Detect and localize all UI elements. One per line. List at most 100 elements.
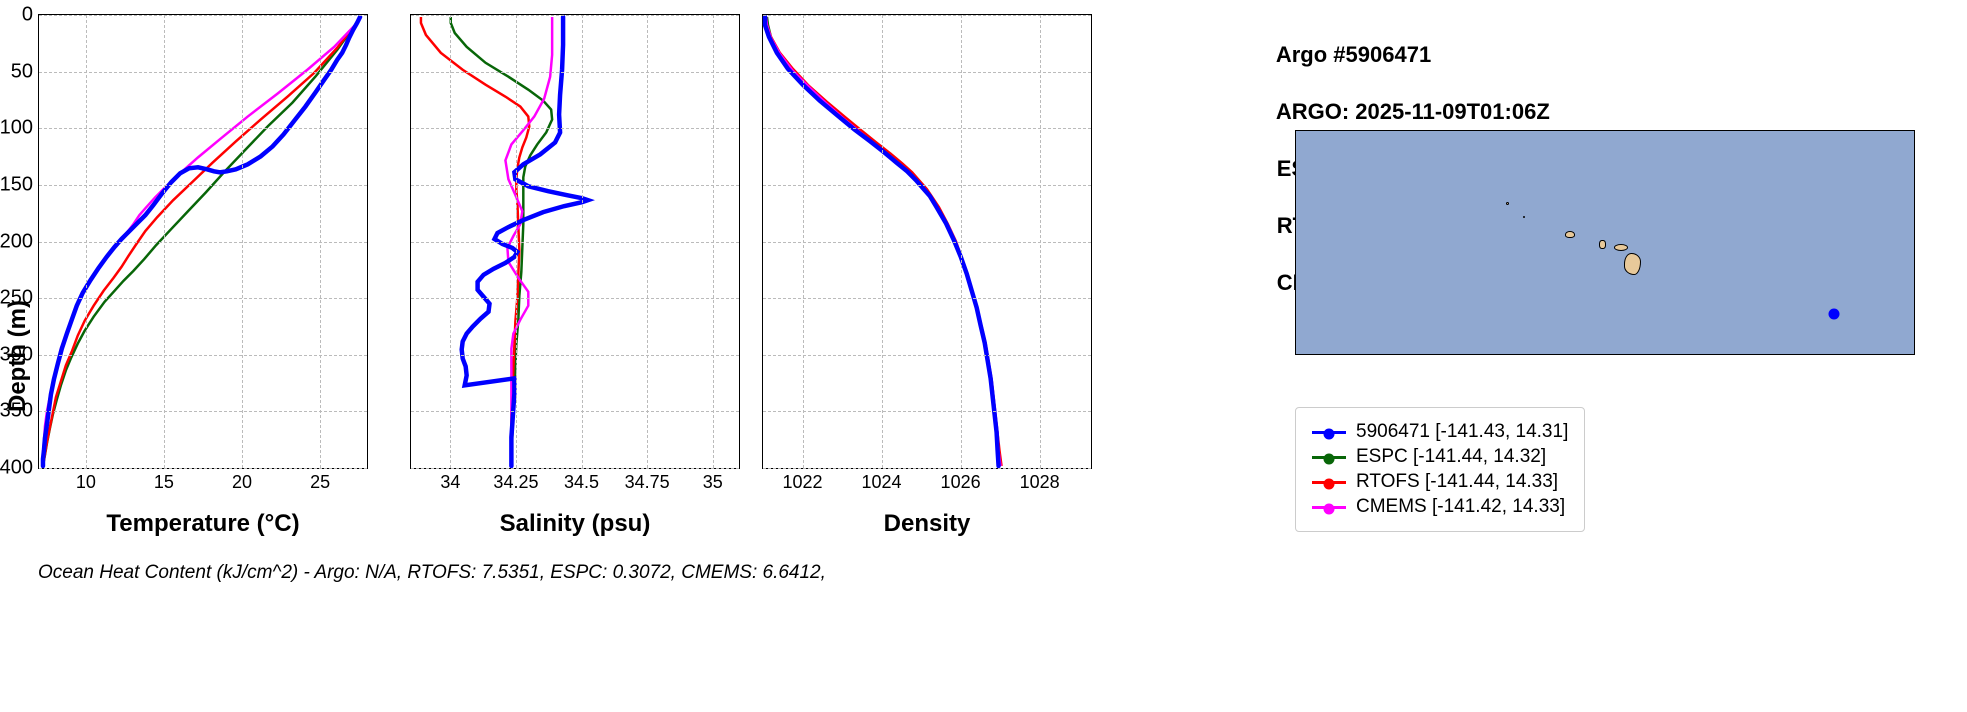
legend-swatch-espc bbox=[1312, 456, 1346, 459]
gridline-x-1022 bbox=[803, 15, 804, 468]
gridline-x-1028 bbox=[1040, 15, 1041, 468]
island-oahu bbox=[1599, 240, 1606, 249]
map-ytick-mark-4 bbox=[1295, 309, 1296, 310]
gridline-depth-150 bbox=[763, 185, 1091, 186]
root: Depth (m) Temperature (°C) 0 50 100 150 200 2… bbox=[0, 0, 1967, 712]
salinity-xlabel: Salinity (psu) bbox=[411, 510, 739, 538]
gridline-x-1024 bbox=[882, 15, 883, 468]
map-container[interactable]: 27°N 24°N 21°N 18°N 15°N 12°N 165°W 162°… bbox=[1240, 130, 1890, 355]
density-xlabel: Density bbox=[763, 510, 1091, 538]
gridline-depth-0 bbox=[763, 15, 1091, 16]
gridline-depth-0 bbox=[411, 15, 739, 16]
x-tick-34.75: 34.75 bbox=[625, 472, 670, 493]
gridline-depth-50 bbox=[39, 72, 367, 73]
gridline-depth-100 bbox=[39, 128, 367, 129]
legend-swatch-rtofs bbox=[1312, 481, 1346, 484]
x-tick-10: 10 bbox=[76, 472, 96, 493]
island-maui-cluster bbox=[1614, 244, 1628, 251]
gridline-x-15 bbox=[164, 15, 165, 468]
temperature-panel[interactable]: Temperature (°C) 0 50 100 150 200 250 300 350 40… bbox=[38, 14, 368, 469]
legend-item-rtofs[interactable]: RTOFS [-141.44, 14.33] bbox=[1312, 471, 1568, 493]
legend-label-espc: ESPC [-141.44, 14.32] bbox=[1356, 446, 1546, 468]
info-panel: Argo #5906471 ARGO: 2025-11-09T01:06Z ES… bbox=[1240, 12, 1940, 702]
gridline-x-20 bbox=[242, 15, 243, 468]
x-tick-1024: 1024 bbox=[862, 472, 902, 493]
gridline-x-34.25 bbox=[516, 15, 517, 468]
gridline-depth-300 bbox=[763, 355, 1091, 356]
gridline-x-34 bbox=[450, 15, 451, 468]
float-location-marker[interactable] bbox=[1828, 308, 1839, 319]
gridline-depth-200 bbox=[39, 242, 367, 243]
depth-tick-50: 50 bbox=[11, 60, 33, 83]
gridline-depth-400 bbox=[39, 468, 367, 469]
gridline-depth-350 bbox=[763, 411, 1091, 412]
gridline-depth-300 bbox=[411, 355, 739, 356]
legend-swatch-argo bbox=[1312, 431, 1346, 434]
depth-tick-400: 400 bbox=[0, 457, 33, 480]
gridline-depth-100 bbox=[763, 128, 1091, 129]
depth-tick-350: 350 bbox=[0, 400, 33, 423]
salinity-panel[interactable]: Salinity (psu) 34 34.25 34.5 34.75 35 bbox=[410, 14, 740, 469]
temperature-xlabel: Temperature (°C) bbox=[39, 510, 367, 538]
gridline-depth-350 bbox=[411, 411, 739, 412]
curve-legend[interactable]: 5906471 [-141.43, 14.31] ESPC [-141.44, … bbox=[1295, 407, 1585, 532]
map-ytick-mark-1 bbox=[1295, 175, 1296, 176]
depth-tick-100: 100 bbox=[0, 117, 33, 140]
map-ytick-mark-0 bbox=[1295, 131, 1296, 132]
x-tick-20: 20 bbox=[232, 472, 252, 493]
gridline-depth-250 bbox=[763, 298, 1091, 299]
gridline-x-35 bbox=[713, 15, 714, 468]
gridline-depth-350 bbox=[39, 411, 367, 412]
gridline-depth-150 bbox=[411, 185, 739, 186]
map-plot-area[interactable]: 27°N 24°N 21°N 18°N 15°N 12°N 165°W 162°… bbox=[1295, 130, 1915, 355]
gridline-depth-250 bbox=[411, 298, 739, 299]
legend-label-cmems: CMEMS [-141.42, 14.33] bbox=[1356, 496, 1565, 518]
profile-panels: Depth (m) Temperature (°C) 0 50 100 150 200 2… bbox=[0, 0, 1090, 712]
island-hawaii-big-island bbox=[1624, 253, 1641, 275]
x-tick-1026: 1026 bbox=[941, 472, 981, 493]
gridline-depth-0 bbox=[39, 15, 367, 16]
gridline-depth-300 bbox=[39, 355, 367, 356]
gridline-x-25 bbox=[320, 15, 321, 468]
gridline-x-10 bbox=[86, 15, 87, 468]
gridline-depth-50 bbox=[763, 72, 1091, 73]
legend-item-espc[interactable]: ESPC [-141.44, 14.32] bbox=[1312, 446, 1568, 468]
legend-swatch-cmems bbox=[1312, 506, 1346, 509]
map-ytick-mark-2 bbox=[1295, 220, 1296, 221]
depth-tick-300: 300 bbox=[0, 343, 33, 366]
gridline-depth-200 bbox=[763, 242, 1091, 243]
map-ytick-mark-3 bbox=[1295, 264, 1296, 265]
gridline-depth-200 bbox=[411, 242, 739, 243]
legend-label-rtofs: RTOFS [-141.44, 14.33] bbox=[1356, 471, 1558, 493]
island-speck-2 bbox=[1523, 216, 1525, 218]
gridline-depth-400 bbox=[763, 468, 1091, 469]
depth-tick-200: 200 bbox=[0, 230, 33, 253]
x-tick-1028: 1028 bbox=[1020, 472, 1060, 493]
gridline-x-34.75 bbox=[647, 15, 648, 468]
x-tick-35: 35 bbox=[703, 472, 723, 493]
depth-tick-0: 0 bbox=[22, 4, 33, 27]
ohc-caption-text: Ocean Heat Content (kJ/cm^2) - Argo: N/A… bbox=[38, 562, 1058, 584]
x-tick-34: 34 bbox=[440, 472, 460, 493]
island-niihau-speck bbox=[1506, 202, 1509, 205]
depth-tick-250: 250 bbox=[0, 287, 33, 310]
depth-tick-150: 150 bbox=[0, 173, 33, 196]
x-tick-25: 25 bbox=[310, 472, 330, 493]
island-kauai bbox=[1565, 231, 1575, 238]
legend-label-argo: 5906471 [-141.43, 14.31] bbox=[1356, 421, 1568, 443]
gridline-x-34.5 bbox=[582, 15, 583, 468]
legend-item-cmems[interactable]: CMEMS [-141.42, 14.33] bbox=[1312, 496, 1568, 518]
gridline-x-1026 bbox=[961, 15, 962, 468]
gridline-depth-250 bbox=[39, 298, 367, 299]
map-ytick-mark-5 bbox=[1295, 354, 1296, 355]
gridline-depth-150 bbox=[39, 185, 367, 186]
density-panel[interactable]: Density 1022 1024 1026 1028 bbox=[762, 14, 1092, 469]
x-tick-34.5: 34.5 bbox=[564, 472, 599, 493]
gridline-depth-100 bbox=[411, 128, 739, 129]
x-tick-15: 15 bbox=[154, 472, 174, 493]
gridline-depth-400 bbox=[411, 468, 739, 469]
x-tick-1022: 1022 bbox=[782, 472, 822, 493]
gridline-depth-50 bbox=[411, 72, 739, 73]
legend-item-argo[interactable]: 5906471 [-141.43, 14.31] bbox=[1312, 421, 1568, 443]
x-tick-34.25: 34.25 bbox=[493, 472, 538, 493]
